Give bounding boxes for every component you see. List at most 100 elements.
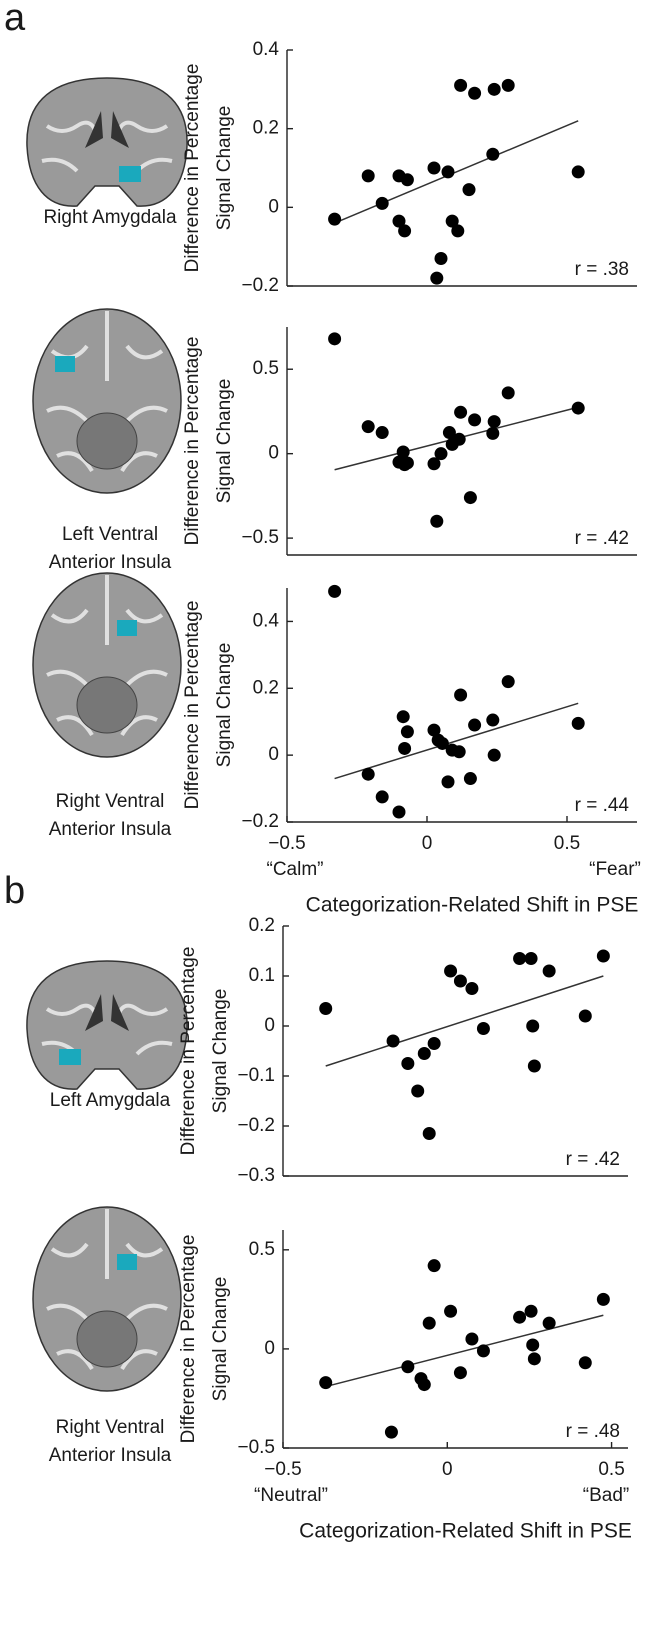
data-point (427, 457, 441, 471)
region-label: Right Amygdala (43, 207, 177, 228)
y-axis-label: Signal Change (214, 643, 235, 768)
data-point (486, 147, 500, 161)
data-point (396, 445, 410, 459)
cerebellum (76, 1310, 138, 1368)
y-tick-label: −0.3 (237, 1165, 275, 1186)
x-tick-label: −0.5 (268, 833, 306, 854)
fit-line (334, 702, 579, 780)
y-tick-label: 0 (264, 1338, 275, 1359)
data-point (435, 736, 449, 750)
brain-folds (46, 1209, 168, 1371)
data-point (434, 447, 448, 461)
y-axis-label: Difference in Percentage (182, 601, 203, 810)
data-point (578, 1356, 592, 1370)
y-tick-label: 0 (264, 1015, 275, 1036)
data-point (375, 790, 389, 804)
y-tick-label: 0.4 (253, 39, 280, 60)
data-point (386, 1034, 400, 1048)
data-point (452, 432, 466, 446)
y-axis-label: Difference in Percentage (182, 64, 203, 273)
y-tick-label: −0.5 (241, 527, 279, 548)
data-point (527, 1352, 541, 1366)
data-point (430, 271, 444, 285)
data-point (476, 1344, 490, 1358)
panel-label: a (4, 0, 26, 39)
brain-image (26, 960, 188, 1090)
y-tick-label: −0.5 (237, 1437, 275, 1458)
panel-label: b (4, 870, 25, 912)
brain-outline (26, 960, 188, 1090)
y-tick-label: 0.4 (253, 610, 280, 631)
data-point (375, 196, 389, 210)
ventricle (85, 111, 129, 148)
ventricle (85, 994, 129, 1031)
data-point (361, 767, 375, 781)
data-point (513, 1310, 527, 1324)
y-tick-label: 0.5 (249, 1239, 275, 1260)
region-label: Right Ventral (56, 791, 165, 812)
y-tick-label: 0.2 (253, 677, 279, 698)
y-tick-label: 0.5 (253, 358, 279, 379)
y-axis-label: Difference in Percentage (178, 1235, 199, 1444)
data-point (487, 748, 501, 762)
data-point (468, 413, 482, 427)
data-point (444, 964, 458, 978)
brain-folds (41, 1003, 173, 1056)
data-point (468, 86, 482, 100)
data-point (501, 675, 515, 689)
data-point (527, 1059, 541, 1073)
data-point (468, 718, 482, 732)
data-point (398, 741, 412, 755)
data-point (427, 1037, 441, 1050)
y-tick-label: −0.2 (241, 811, 279, 832)
region-label: Left Amygdala (50, 1090, 171, 1111)
cerebellum (76, 676, 138, 734)
x-tick-label: 0.5 (554, 833, 580, 854)
data-point (486, 426, 500, 440)
data-point (453, 974, 467, 988)
data-point (400, 725, 414, 739)
x-axis-label: Categorization-Related Shift in PSE (306, 894, 639, 917)
highlight (59, 1049, 81, 1065)
data-point (417, 1047, 431, 1060)
data-point (375, 426, 389, 440)
y-tick-label: 0 (268, 443, 279, 464)
brain-image (32, 1206, 182, 1392)
data-point (398, 224, 412, 238)
data-point (571, 716, 585, 730)
data-point (526, 1338, 540, 1352)
data-point (400, 456, 414, 470)
data-point (596, 1292, 610, 1306)
x-tick-label: 0 (422, 833, 433, 854)
y-tick-label: 0.1 (249, 965, 275, 986)
brain-folds (41, 120, 173, 173)
data-point (444, 1304, 458, 1318)
correlation-label: r = .42 (575, 528, 629, 549)
data-point (328, 584, 342, 598)
brain-outline (26, 77, 188, 207)
data-point (422, 1127, 436, 1140)
data-point (442, 426, 456, 440)
x-tick-label: −0.5 (264, 1459, 302, 1480)
fit-line (334, 120, 579, 224)
y-axis-label: Difference in Percentage (178, 947, 199, 1156)
brain-outline (32, 308, 182, 494)
data-point (427, 723, 441, 737)
y-axis-label: Signal Change (210, 989, 231, 1114)
data-point (328, 212, 342, 226)
data-point (454, 688, 468, 702)
data-point (526, 1019, 540, 1033)
brain-outline (32, 1206, 182, 1392)
data-point (462, 183, 476, 197)
y-tick-label: 0 (268, 196, 279, 217)
data-point (411, 1084, 425, 1098)
data-point (427, 161, 441, 175)
data-point (361, 169, 375, 183)
x-tick-label: 0.5 (598, 1459, 624, 1480)
data-point (400, 173, 414, 187)
x-annotation: “Bad” (583, 1485, 629, 1506)
highlight (117, 620, 137, 636)
y-tick-label: 0.2 (253, 118, 279, 139)
region-label: Anterior Insula (49, 819, 172, 840)
data-point (486, 713, 500, 727)
